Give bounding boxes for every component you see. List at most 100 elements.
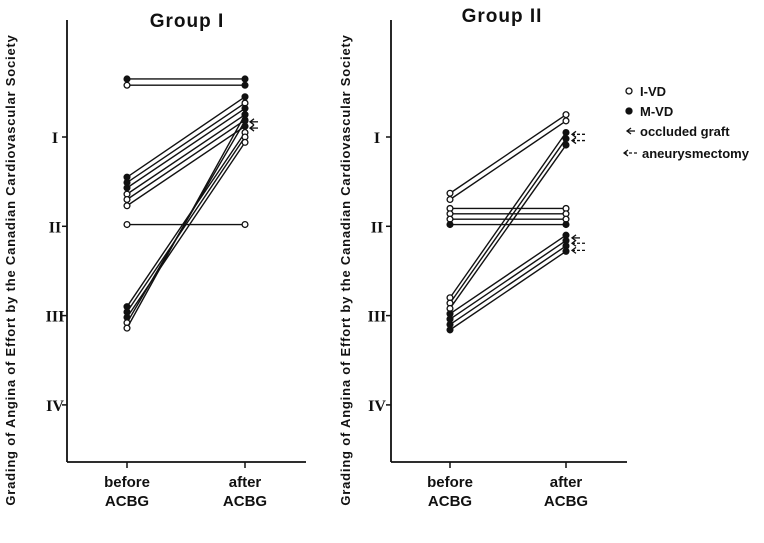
series-segment (449, 138, 567, 304)
data-point-open (123, 220, 131, 229)
series-line-10 (123, 128, 249, 311)
group-2-title: Group II (462, 6, 543, 27)
data-point-open (446, 189, 454, 197)
group-2-annotations (570, 130, 586, 254)
series-line-4 (446, 210, 570, 218)
data-point-filled (562, 135, 570, 143)
legend-label: I-VD (640, 84, 666, 99)
legend-item: M-VD (625, 104, 673, 119)
series-segment (126, 107, 246, 189)
group-2-x-ticks: before ACBG after ACBG (427, 462, 588, 510)
x-tick-label: before ACBG (104, 474, 150, 510)
legend-item: aneurysmectomy (622, 146, 750, 161)
data-point-open (562, 111, 570, 119)
data-point-open (241, 138, 249, 146)
group-2-panel: Group II Grading of Angina of Effort by … (338, 6, 627, 510)
legend-item: I-VD (625, 84, 666, 99)
series-segment (126, 114, 246, 329)
y-tick-label: I (374, 130, 380, 147)
occluded-graft-arrow (248, 124, 258, 132)
x-tick-label: before ACBG (427, 474, 473, 510)
series-line-7 (446, 128, 570, 302)
series-segment (449, 132, 567, 299)
data-point-open (562, 117, 570, 125)
group-2-series (446, 111, 570, 334)
series-segment (449, 234, 567, 315)
series-segment (126, 125, 246, 207)
series-line-12 (446, 242, 570, 329)
series-segment (449, 245, 567, 326)
series-segment (126, 136, 246, 313)
occluded-graft-arrow (570, 234, 580, 242)
legend-item: occluded graft (625, 124, 730, 139)
series-line-11 (446, 237, 570, 323)
series-line-5 (123, 99, 249, 187)
data-point-filled (241, 104, 249, 112)
legend-label: aneurysmectomy (642, 146, 750, 161)
series-line-5 (446, 215, 570, 223)
series-segment (449, 240, 567, 320)
group-1-y-axis-label: Grading of Angina of Effort by the Canad… (3, 34, 18, 505)
y-tick-label: I (52, 130, 58, 147)
series-line-2 (446, 117, 570, 204)
group-2-y-axis-label: Grading of Angina of Effort by the Canad… (338, 34, 353, 505)
legend-dashed-arrow-icon (622, 149, 638, 157)
data-point-filled (241, 81, 249, 89)
aneurysmectomy-arrow (570, 246, 586, 254)
series-segment (126, 96, 246, 178)
series-segment (126, 132, 246, 308)
legend-solid-arrow-icon (625, 127, 635, 135)
data-point-filled (562, 220, 570, 229)
y-tick-label: IV (368, 398, 386, 415)
series-line-10 (446, 231, 570, 318)
aneurysmectomy-arrow (570, 130, 586, 138)
legend: I-VD M-VD occluded graft aneurysmectomy (622, 84, 750, 161)
occluded-graft-arrow (248, 118, 258, 126)
y-tick-label: III (46, 309, 65, 326)
data-point-filled (241, 111, 249, 119)
group-1-annotations (248, 118, 258, 132)
legend-label: M-VD (640, 104, 673, 119)
group-1-series (123, 75, 249, 332)
data-point-open (123, 195, 131, 204)
x-tick-label: after ACBG (223, 474, 267, 510)
series-line-14 (123, 111, 249, 332)
series-line-8 (446, 135, 570, 307)
series-line-3 (446, 204, 570, 212)
data-point-filled (562, 128, 570, 137)
series-line-2 (123, 81, 249, 89)
data-point-filled (123, 184, 131, 192)
data-point-filled (241, 75, 249, 83)
y-tick-label: IV (46, 398, 64, 415)
data-point-filled (123, 75, 131, 83)
series-segment (449, 250, 567, 331)
series-segment (126, 114, 246, 195)
data-point-filled (562, 141, 570, 149)
group-1-x-ticks: before ACBG after ACBG (104, 462, 267, 510)
series-segment (449, 120, 567, 201)
series-segment (449, 114, 567, 194)
data-point-filled (241, 93, 249, 101)
y-tick-label: II (371, 219, 383, 236)
series-segment (449, 144, 567, 309)
group-1-panel: Group I Grading of Angina of Effort by t… (3, 11, 306, 510)
series-segment (126, 102, 246, 184)
data-point-filled (446, 220, 454, 229)
data-point-open (123, 202, 131, 210)
series-line-9 (446, 141, 570, 313)
series-line-13 (446, 247, 570, 334)
x-tick-label: after ACBG (544, 474, 588, 510)
aneurysmectomy-arrow (570, 239, 586, 247)
data-point-open (123, 324, 131, 332)
series-line-4 (123, 93, 249, 181)
series-line-6 (446, 220, 570, 229)
data-point-filled (446, 326, 454, 334)
series-segment (126, 119, 246, 201)
data-point-open (446, 195, 454, 204)
data-point-open (241, 220, 249, 229)
series-line-9 (123, 122, 249, 210)
y-tick-label: II (49, 219, 61, 236)
legend-open-dot-icon (625, 87, 633, 95)
